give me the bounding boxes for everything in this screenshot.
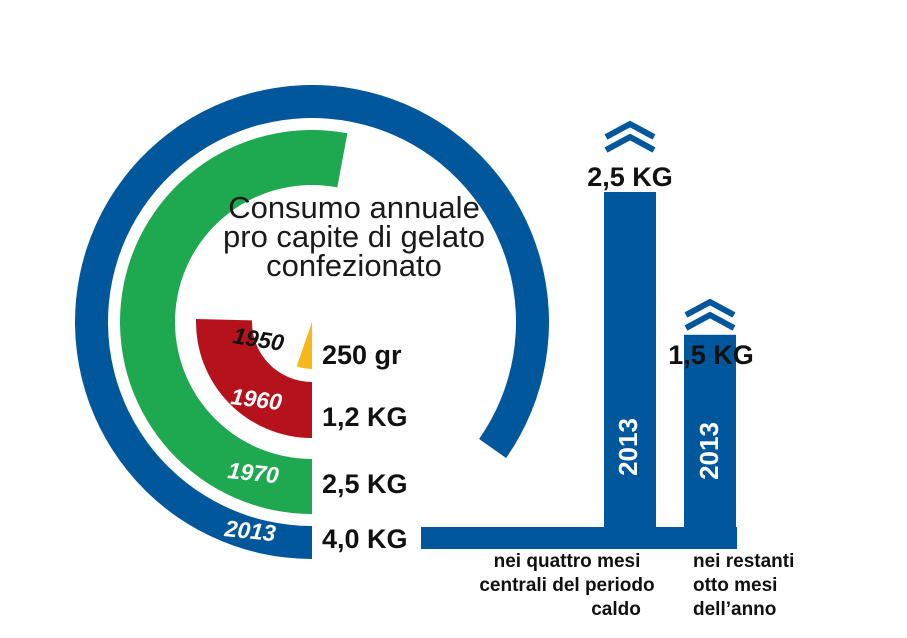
bar-caption-summer-line-1: nei quattro mesi [494,551,641,572]
chevron-up-icon [604,120,656,140]
bar-caption-rest-line-1: nei restanti [693,551,794,572]
ring-year-1960: 1960 [229,383,283,415]
ring-value-1950: 250 gr [322,340,402,370]
ring-year-1970: 1970 [226,457,280,488]
chevron-up-icon [604,133,656,153]
ring-arc-1970 [120,129,348,514]
ring-arc-1950 [296,322,312,369]
bar-caption-rest-line-3: dell’anno [693,599,776,620]
bar-caption-rest-line-2: otto mesi [693,575,777,596]
ring-value-2013: 4,0 KG [322,524,408,554]
bar-caption-summer-line-3: caldo [591,599,641,620]
ring-year-2013: 2013 [222,515,277,546]
bar-year-summer: 2013 [613,418,643,476]
chart-title-line-3: confezionato [266,248,442,283]
ring-arc-1960 [196,318,312,438]
bar-year-rest: 2013 [694,422,724,480]
bar-0 [604,192,656,549]
bar-caption-summer-line-2: centrali del periodo [479,575,654,596]
connector-line [421,527,737,549]
chevron-up-icon [684,298,736,318]
chevron-up-icon [684,311,736,331]
ring-value-1960: 1,2 KG [322,402,408,432]
ring-value-1970: 2,5 KG [322,469,408,499]
chart-title-line-1: Consumo annuale [228,190,480,225]
bar-section [421,120,737,549]
radial-rings [75,84,550,559]
bar-value-rest: 1,5 KG [668,340,754,370]
bar-1 [684,334,736,549]
bar-value-summer: 2,5 KG [587,162,673,192]
chart-title-line-2: pro capite di gelato [223,219,485,254]
